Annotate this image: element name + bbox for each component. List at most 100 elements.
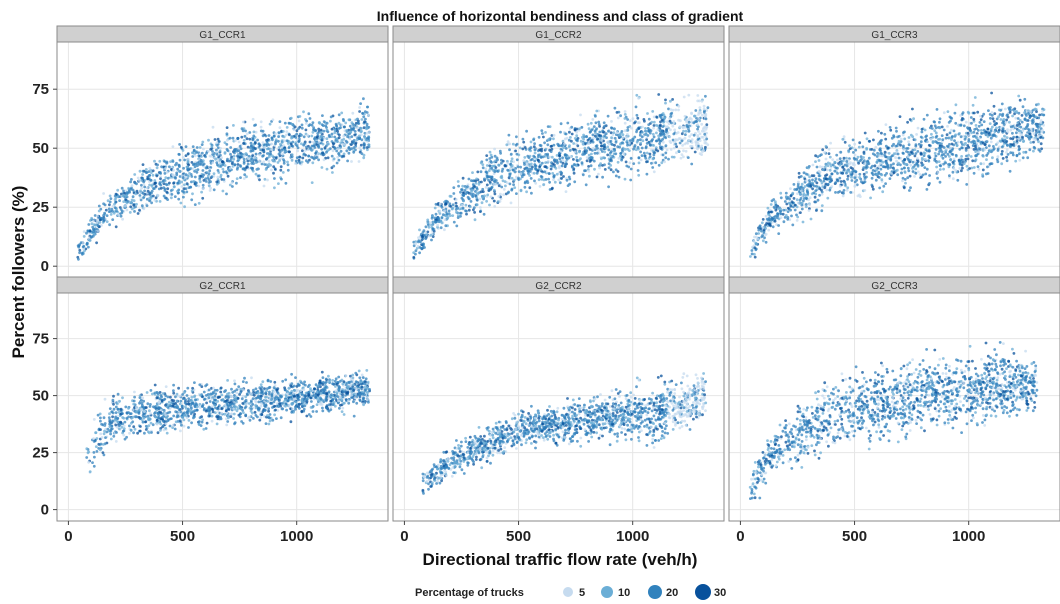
data-point	[179, 399, 183, 403]
data-point	[88, 229, 92, 233]
data-point	[308, 140, 312, 144]
data-point	[132, 199, 136, 203]
data-point	[790, 200, 794, 204]
data-point	[698, 119, 702, 123]
data-point	[816, 198, 820, 202]
data-point	[672, 146, 676, 150]
data-point	[182, 187, 186, 191]
data-point	[762, 228, 766, 232]
data-point	[549, 167, 553, 171]
data-point	[583, 146, 587, 150]
data-point	[881, 190, 885, 194]
data-point	[274, 140, 278, 144]
data-point	[176, 191, 180, 195]
data-point	[974, 158, 978, 162]
data-point	[310, 144, 314, 148]
data-point	[825, 173, 829, 177]
data-point	[228, 183, 232, 187]
data-point	[886, 155, 890, 159]
data-point	[1011, 153, 1015, 157]
data-point	[769, 210, 773, 214]
data-point	[1004, 120, 1008, 124]
data-point	[172, 181, 176, 185]
data-point	[333, 147, 337, 151]
data-point	[958, 147, 962, 151]
data-point	[495, 156, 499, 160]
data-point	[233, 151, 236, 155]
data-point	[813, 179, 817, 183]
data-point	[644, 156, 648, 160]
data-point	[280, 141, 284, 144]
data-point	[857, 145, 861, 149]
data-point	[889, 163, 893, 167]
data-point	[519, 172, 523, 176]
data-point	[325, 150, 328, 154]
data-point	[488, 150, 492, 154]
data-point	[483, 177, 486, 181]
data-point	[634, 105, 638, 109]
data-point	[211, 125, 215, 129]
data-point	[642, 151, 646, 155]
data-point	[493, 192, 497, 196]
data-point	[295, 132, 299, 136]
data-point	[420, 246, 423, 250]
data-point	[528, 174, 531, 177]
data-point	[1000, 150, 1004, 153]
data-point	[540, 175, 544, 179]
data-point	[991, 125, 994, 129]
data-point	[703, 141, 707, 145]
data-point	[258, 178, 261, 182]
data-point	[127, 186, 130, 190]
data-point	[102, 219, 106, 223]
data-point	[1018, 98, 1022, 102]
data-point	[874, 145, 878, 149]
data-point	[671, 98, 674, 101]
data-point	[259, 416, 263, 419]
data-point	[335, 137, 338, 141]
data-point	[241, 120, 245, 124]
facet-strip-label: G2_CCR1	[199, 281, 246, 292]
data-point	[201, 169, 205, 172]
data-point	[846, 174, 850, 178]
data-point	[879, 162, 882, 165]
data-point	[678, 125, 682, 128]
data-point	[546, 143, 550, 147]
data-point	[508, 148, 511, 152]
data-point	[770, 199, 774, 203]
data-point	[993, 112, 997, 115]
data-point	[990, 91, 993, 95]
data-point	[634, 148, 638, 152]
data-point	[506, 168, 510, 172]
data-point	[417, 236, 420, 240]
data-point	[195, 170, 199, 174]
data-point	[552, 143, 556, 147]
data-point	[946, 125, 949, 128]
data-point	[992, 104, 996, 108]
data-point	[572, 142, 576, 145]
data-point	[601, 175, 604, 179]
data-point	[1026, 112, 1030, 115]
data-point	[436, 203, 440, 206]
data-point	[298, 402, 301, 406]
data-point	[656, 149, 660, 153]
data-point	[543, 170, 546, 174]
data-point	[633, 121, 636, 125]
data-point	[537, 155, 540, 159]
data-point	[297, 127, 300, 130]
data-point	[132, 203, 136, 207]
data-point	[201, 418, 205, 422]
data-point	[849, 191, 853, 194]
data-point	[659, 123, 662, 127]
data-point	[226, 149, 230, 153]
data-point	[1005, 136, 1009, 140]
data-point	[146, 177, 150, 181]
data-point	[427, 225, 431, 229]
data-point	[907, 151, 910, 154]
data-point	[560, 164, 564, 168]
data-point	[679, 156, 683, 160]
data-point	[613, 143, 616, 147]
data-point	[76, 244, 80, 248]
data-point	[534, 181, 538, 185]
data-point	[648, 152, 652, 156]
data-point	[200, 151, 204, 155]
